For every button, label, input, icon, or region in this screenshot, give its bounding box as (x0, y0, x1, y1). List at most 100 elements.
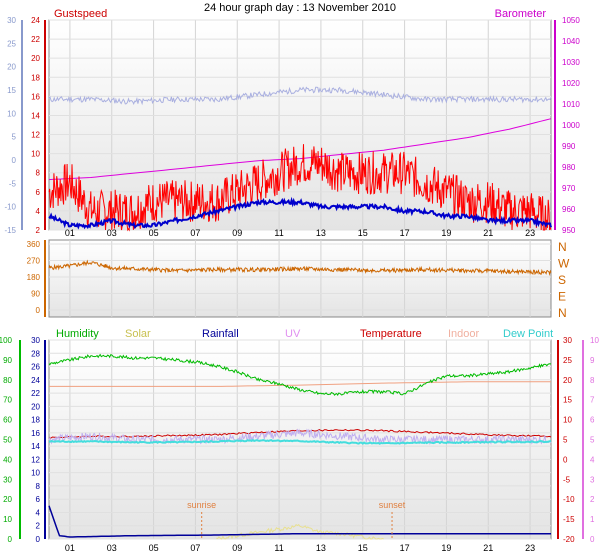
x-tick-label: 23 (525, 543, 535, 553)
rain-axis-tick: 16 (31, 429, 40, 438)
x-tick-label: 01 (65, 543, 75, 553)
top-left-blue-axis-tick: 5 (12, 133, 17, 142)
top-right-axis-tick: 990 (562, 142, 576, 151)
wind-axis-tick: 180 (27, 273, 41, 282)
uv-axis-tick: 10 (590, 336, 599, 345)
legend-solar: Solar (125, 328, 151, 340)
temperature-axis-tick: 25 (563, 356, 572, 365)
humidity-axis-tick: 30 (3, 475, 12, 484)
top-left-red-axis-tick: 6 (36, 188, 41, 197)
compass-label: N (558, 240, 567, 254)
top-left-blue-axis-tick: 30 (7, 16, 16, 25)
compass-label: N (558, 306, 567, 320)
rain-axis-tick: 22 (31, 389, 40, 398)
compass-label: W (558, 257, 570, 271)
x-tick-label: 13 (316, 543, 326, 553)
x-tick-label: 07 (190, 543, 200, 553)
series-wind-direction (48, 259, 552, 277)
humidity-axis-tick: 0 (8, 535, 13, 544)
legend-gustspeed: Gustspeed (54, 8, 107, 20)
sunset-label: sunset (379, 500, 406, 510)
humidity-axis-tick: 80 (3, 376, 12, 385)
humidity-axis-tick: 10 (3, 515, 12, 524)
wind-panel-frame (48, 239, 552, 318)
top-left-red-axis-tick: 4 (36, 207, 41, 216)
top-left-red-axis-tick: 16 (31, 92, 40, 101)
top-left-red-axis-tick: 8 (36, 169, 41, 178)
top-left-blue-axis-tick: -10 (4, 203, 16, 212)
x-tick-label: 21 (483, 543, 493, 553)
x-tick-label: 03 (107, 543, 117, 553)
top-right-axis-tick: 1040 (562, 37, 580, 46)
top-left-red-axis-tick: 10 (31, 150, 40, 159)
uv-axis-tick: 2 (590, 495, 595, 504)
rain-axis-tick: 20 (31, 402, 40, 411)
top-left-blue-axis-tick: -15 (4, 226, 16, 235)
chart-title: 24 hour graph day : 13 November 2010 (204, 2, 396, 14)
axes: 0101030305050707090911111313151517171919… (0, 16, 599, 553)
x-tick-label: 05 (149, 543, 159, 553)
rain-axis-tick: 28 (31, 349, 40, 358)
temperature-axis-tick: -20 (563, 535, 575, 544)
top-right-axis-tick: 1050 (562, 16, 580, 25)
top-left-blue-axis-tick: 10 (7, 109, 16, 118)
rain-axis-tick: 24 (31, 376, 40, 385)
uv-axis-tick: 6 (590, 416, 595, 425)
sunrise-label: sunrise (187, 500, 216, 510)
x-tick-label: 17 (400, 543, 410, 553)
rain-axis-tick: 2 (36, 522, 41, 531)
wind-axis-tick: 0 (36, 306, 41, 315)
top-left-red-axis-tick: 14 (31, 111, 40, 120)
series-dew-point (48, 438, 552, 445)
humidity-axis-tick: 90 (3, 356, 12, 365)
x-tick-label-top: 07 (190, 228, 200, 238)
uv-axis-tick: 7 (590, 396, 595, 405)
temperature-axis-tick: -5 (563, 475, 571, 484)
series-lines (48, 86, 552, 540)
top-left-red-axis-tick: 12 (31, 131, 40, 140)
series-barometer (48, 118, 552, 181)
rain-axis-tick: 10 (31, 469, 40, 478)
humidity-axis-tick: 40 (3, 455, 12, 464)
uv-axis-tick: 1 (590, 515, 595, 524)
humidity-axis-tick: 50 (3, 436, 12, 445)
top-right-axis-tick: 950 (562, 226, 576, 235)
top-right-axis-tick: 960 (562, 205, 576, 214)
uv-axis-tick: 5 (590, 436, 595, 445)
legend-temperature: Temperature (360, 328, 422, 340)
uv-axis-tick: 9 (590, 356, 595, 365)
rain-axis-tick: 12 (31, 455, 40, 464)
x-tick-label: 19 (441, 543, 451, 553)
top-left-red-axis-tick: 18 (31, 73, 40, 82)
top-left-blue-axis-tick: 15 (7, 86, 16, 95)
legend-humidity: Humidity (56, 328, 99, 340)
temperature-axis-tick: 30 (563, 336, 572, 345)
rain-axis-tick: 26 (31, 363, 40, 372)
top-left-red-axis-tick: 2 (36, 226, 41, 235)
x-tick-label-top: 13 (316, 228, 326, 238)
wind-axis-tick: 90 (31, 290, 40, 299)
series-wind-low (48, 196, 552, 230)
rain-axis-tick: 0 (36, 535, 41, 544)
rain-axis-tick: 30 (31, 336, 40, 345)
humidity-axis-tick: 70 (3, 396, 12, 405)
legend-rainfall: Rainfall (202, 328, 239, 340)
top-left-blue-axis-tick: 25 (7, 39, 16, 48)
temperature-axis-tick: 20 (563, 376, 572, 385)
legend-indoor: Indoor (448, 328, 480, 340)
legend-uv: UV (285, 328, 301, 340)
compass-label: S (558, 273, 566, 287)
uv-axis-tick: 8 (590, 376, 595, 385)
wind-axis-tick: 360 (27, 240, 41, 249)
rain-axis-tick: 8 (36, 482, 41, 491)
x-tick-label-top: 09 (232, 228, 242, 238)
series-rainfall (48, 505, 551, 538)
legend-barometer: Barometer (495, 8, 547, 20)
top-right-axis-tick: 1020 (562, 79, 580, 88)
top-left-red-axis-tick: 22 (31, 35, 40, 44)
top-left-blue-axis-tick: 0 (12, 156, 17, 165)
series-indoor (49, 381, 551, 387)
x-tick-label-top: 05 (149, 228, 159, 238)
top-right-axis-tick: 1030 (562, 58, 580, 67)
